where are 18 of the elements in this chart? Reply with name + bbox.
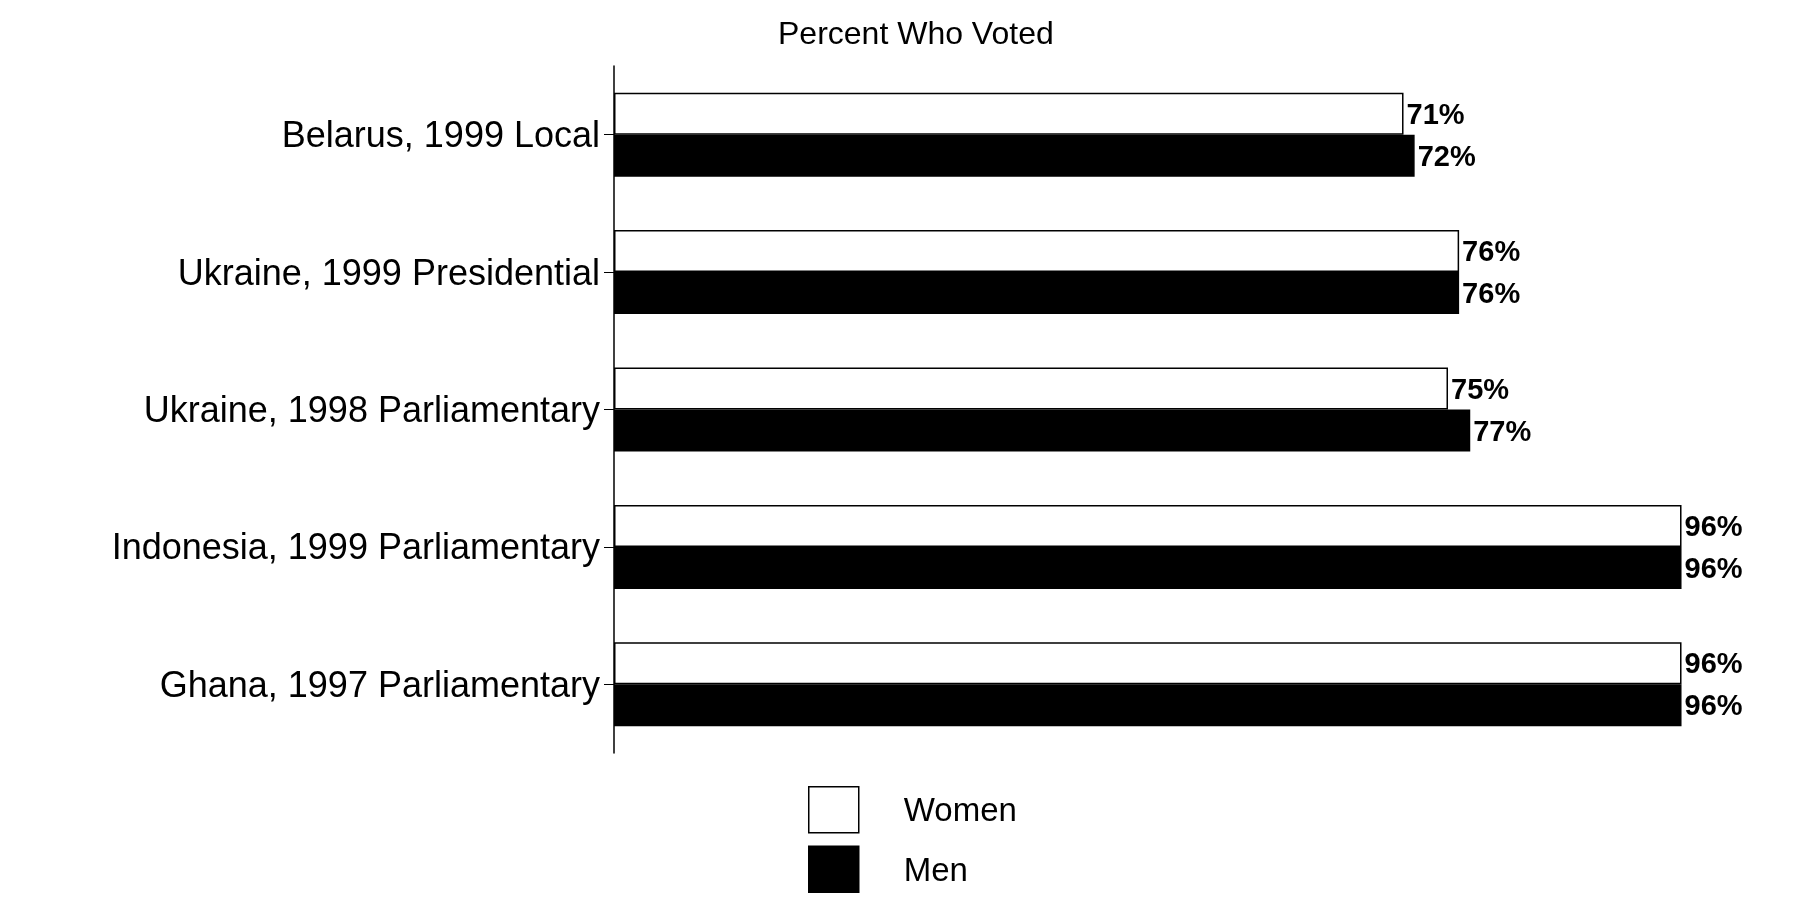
y-tick-label: Indonesia, 1999 Parliamentary [111, 526, 600, 568]
chart-title: Percent Who Voted [778, 15, 1054, 51]
data-label: 75% [1451, 372, 1510, 405]
data-label: 76% [1462, 235, 1521, 268]
y-tick-label: Ghana, 1997 Parliamentary [159, 663, 600, 705]
data-label: 77% [1473, 414, 1532, 447]
y-tick-label: Ukraine, 1999 Presidential [177, 251, 600, 293]
legend-label: Women [903, 791, 1017, 829]
data-label: 71% [1406, 97, 1465, 130]
data-label: 76% [1462, 277, 1521, 310]
data-label: 96% [1684, 647, 1743, 680]
data-label: 96% [1684, 551, 1743, 584]
y-tick-label: Belarus, 1999 Local [281, 114, 600, 156]
y-tick-label: Ukraine, 1998 Parliamentary [143, 389, 600, 430]
data-label: 96% [1684, 509, 1743, 542]
legend-label: Men [903, 850, 968, 888]
data-label: 72% [1417, 139, 1476, 172]
data-label: 96% [1684, 689, 1743, 722]
